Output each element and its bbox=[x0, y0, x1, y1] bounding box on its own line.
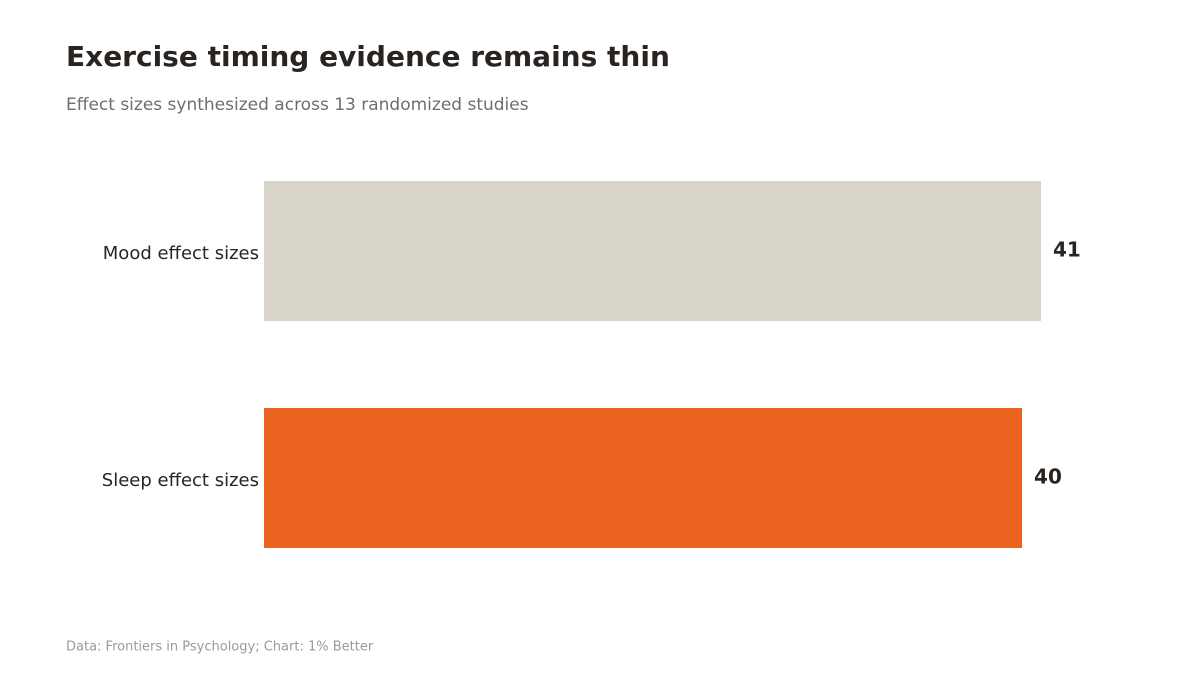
value-label: 40 bbox=[1034, 465, 1062, 489]
bar bbox=[264, 408, 1023, 548]
category-label: Mood effect sizes bbox=[103, 243, 259, 264]
category-label: Sleep effect sizes bbox=[102, 470, 259, 491]
source-note: Data: Frontiers in Psychology; Chart: 1%… bbox=[66, 640, 374, 655]
chart-subtitle: Effect sizes synthesized across 13 rando… bbox=[66, 95, 529, 115]
chart-title: Exercise timing evidence remains thin bbox=[66, 40, 670, 73]
value-label: 41 bbox=[1053, 238, 1081, 262]
bar bbox=[264, 181, 1041, 321]
